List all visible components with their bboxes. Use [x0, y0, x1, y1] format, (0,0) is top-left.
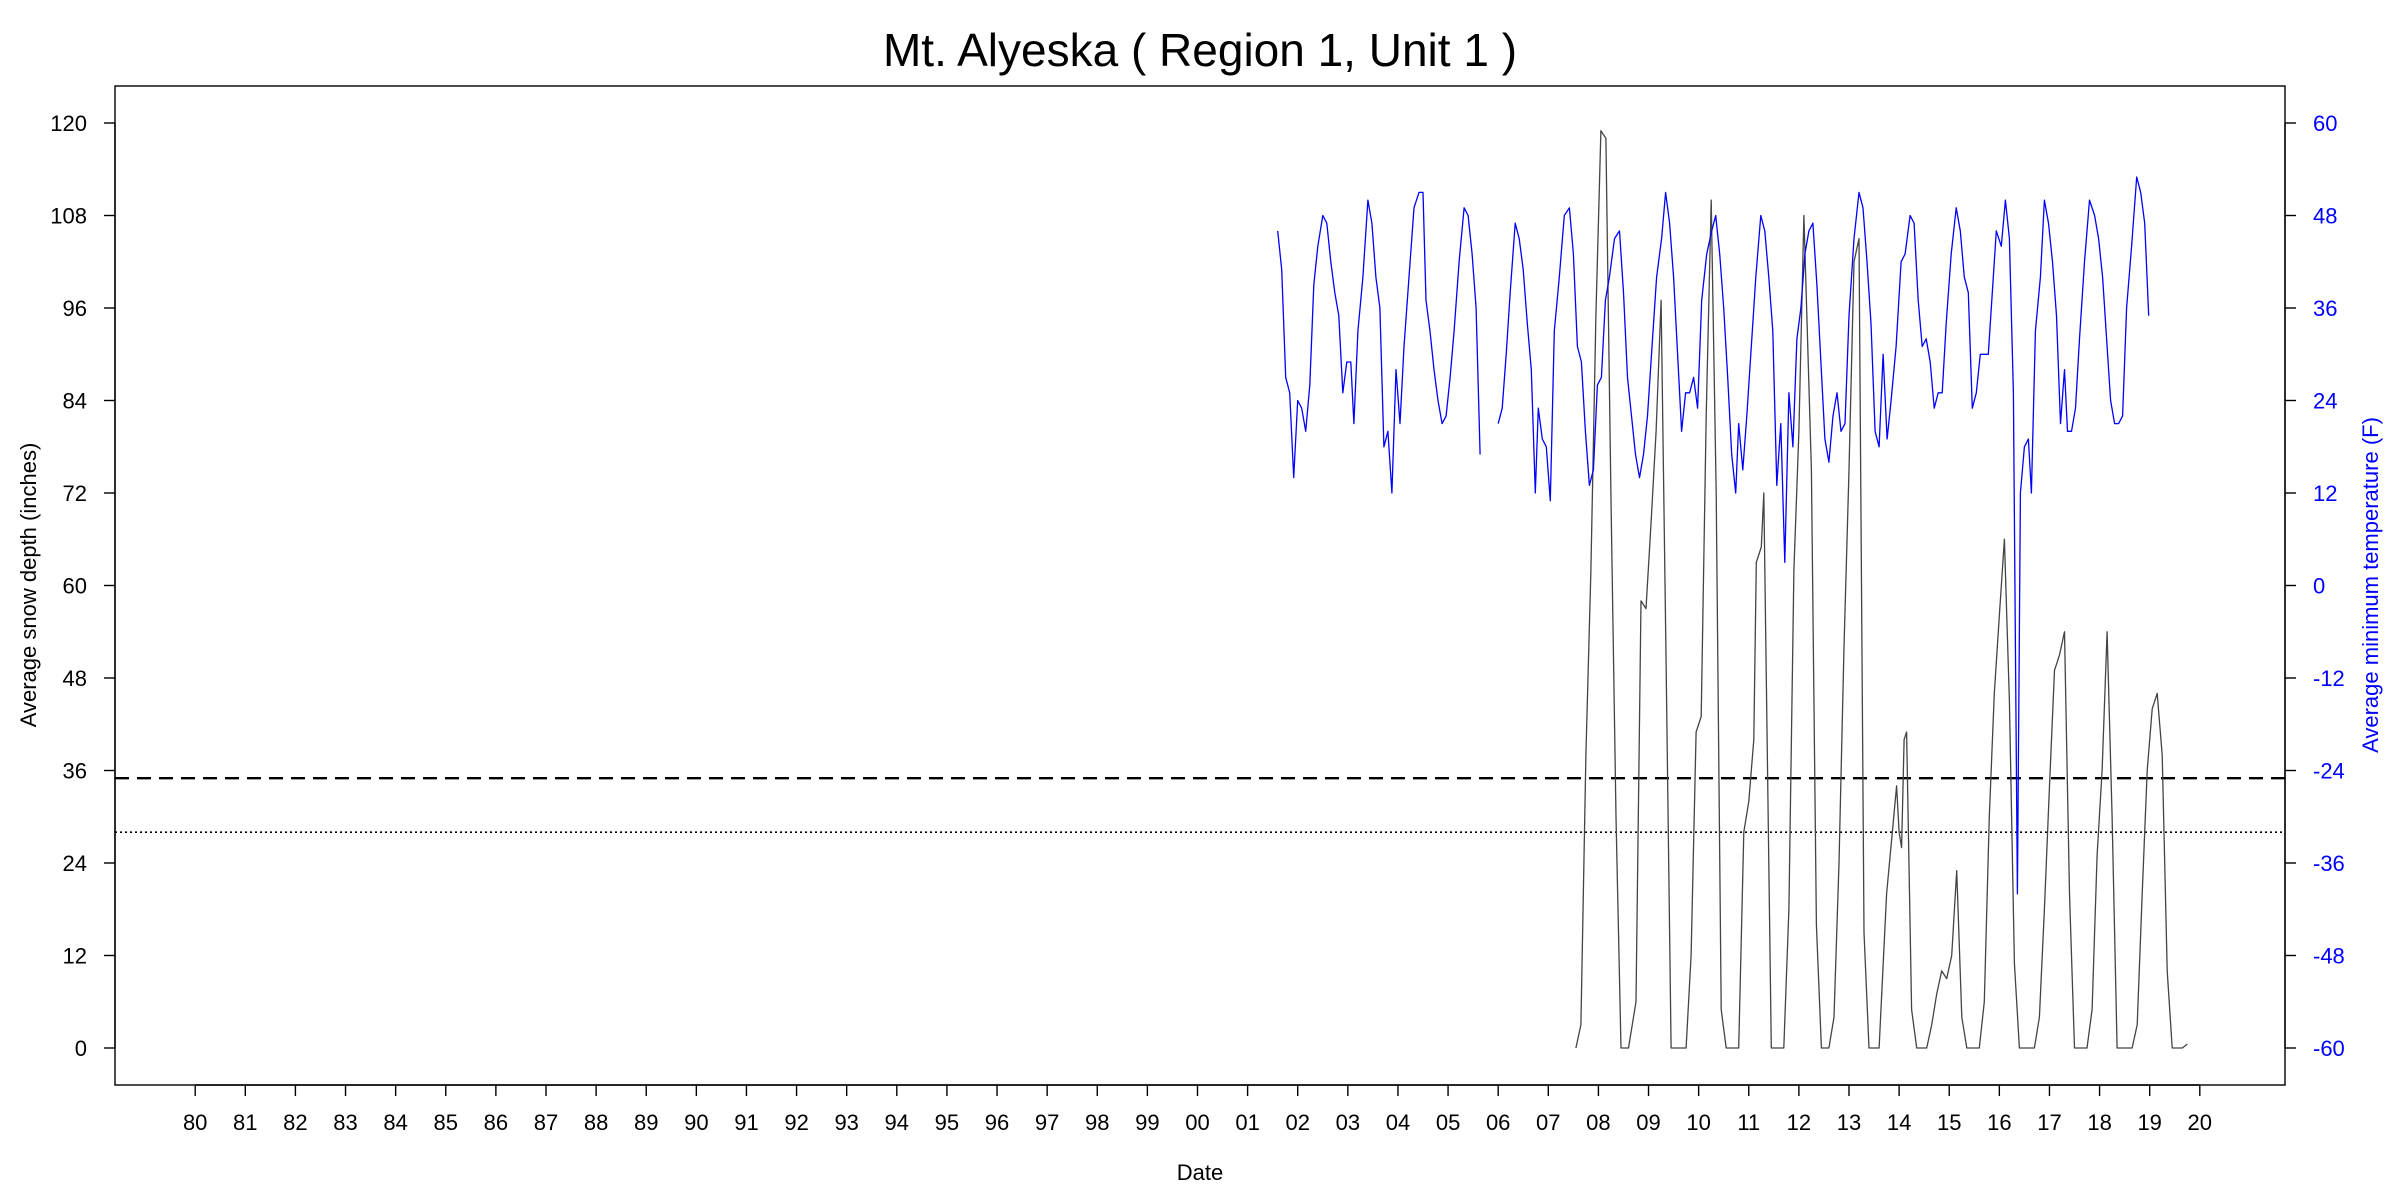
x-tick-label: 85 [434, 1110, 458, 1135]
y-right-tick-label: 12 [2313, 481, 2337, 506]
y-right-tick-label: 0 [2313, 574, 2325, 599]
y-right-tick-label: -60 [2313, 1036, 2345, 1061]
x-tick-label: 11 [1737, 1110, 1760, 1135]
y-right-tick-label: -24 [2313, 759, 2345, 784]
y-left-tick-label: 84 [63, 389, 87, 414]
x-tick-label: 83 [333, 1110, 357, 1135]
x-tick-label: 17 [2037, 1110, 2061, 1135]
x-tick-label: 94 [885, 1110, 909, 1135]
x-tick-label: 82 [283, 1110, 307, 1135]
x-tick-label: 12 [1787, 1110, 1811, 1135]
y-left-tick-label: 12 [63, 944, 87, 969]
y-left-tick-label: 60 [63, 574, 87, 599]
temperature-line [1277, 191, 1481, 494]
x-tick-label: 01 [1235, 1110, 1259, 1135]
x-axis: 80 81 82 83 84 85 86 87 88 89 90 91 92 93 94 95 96 97 98 99… [183, 1084, 2212, 1135]
y-left-tick-label: 48 [63, 666, 87, 691]
y-left-tick-label: 0 [75, 1036, 87, 1061]
x-tick-label: 86 [484, 1110, 508, 1135]
y-right-tick-label: -12 [2313, 666, 2345, 691]
chart-title: Mt. Alyeska ( Region 1, Unit 1 ) [883, 24, 1517, 76]
x-tick-label: 16 [1987, 1110, 2011, 1135]
y-left-tick-label: 96 [63, 296, 87, 321]
x-tick-label: 19 [2137, 1110, 2161, 1135]
x-tick-label: 80 [183, 1110, 207, 1135]
x-tick-label: 15 [1937, 1110, 1961, 1135]
x-tick-label: 87 [534, 1110, 558, 1135]
x-axis-title: Date [1177, 1160, 1223, 1185]
x-tick-label: 81 [233, 1110, 257, 1135]
y-left-tick-label: 36 [63, 759, 87, 784]
y-axis-right: -60 -48 -36 -24 -12 0 12 24 36 48 60 [2284, 111, 2345, 1061]
x-tick-label: 95 [935, 1110, 959, 1135]
temperature-line [1497, 176, 2150, 895]
x-tick-label: 92 [784, 1110, 808, 1135]
temperature-series [1277, 176, 2150, 895]
snow-depth-line [1575, 130, 2188, 1049]
x-tick-label: 06 [1486, 1110, 1510, 1135]
x-tick-label: 05 [1436, 1110, 1460, 1135]
x-tick-label: 88 [584, 1110, 608, 1135]
x-tick-label: 18 [2087, 1110, 2111, 1135]
snow-depth-series [1575, 130, 2188, 1049]
y-right-tick-label: -48 [2313, 944, 2345, 969]
x-tick-label: 98 [1085, 1110, 1109, 1135]
y-right-tick-label: 60 [2313, 111, 2337, 136]
x-tick-label: 96 [985, 1110, 1009, 1135]
y-left-tick-label: 120 [50, 111, 87, 136]
y-left-tick-label: 72 [63, 481, 87, 506]
x-tick-label: 03 [1336, 1110, 1360, 1135]
y-right-tick-label: 24 [2313, 389, 2337, 414]
x-tick-label: 89 [634, 1110, 658, 1135]
y-right-tick-label: 48 [2313, 204, 2337, 229]
x-tick-label: 93 [834, 1110, 858, 1135]
x-tick-label: 07 [1536, 1110, 1560, 1135]
x-tick-label: 14 [1887, 1110, 1911, 1135]
x-tick-label: 02 [1285, 1110, 1309, 1135]
x-tick-label: 13 [1837, 1110, 1861, 1135]
x-tick-label: 08 [1586, 1110, 1610, 1135]
y-left-tick-label: 24 [63, 851, 87, 876]
y-axis-left-title: Average snow depth (inches) [16, 443, 41, 728]
x-tick-label: 90 [684, 1110, 708, 1135]
y-right-tick-label: 36 [2313, 296, 2337, 321]
x-tick-label: 00 [1185, 1110, 1209, 1135]
y-axis-left: 0 12 24 36 48 60 72 84 96 108 120 [50, 111, 116, 1061]
x-tick-label: 84 [383, 1110, 407, 1135]
y-left-tick-label: 108 [50, 204, 87, 229]
x-tick-label: 10 [1686, 1110, 1710, 1135]
x-tick-label: 97 [1035, 1110, 1059, 1135]
y-right-tick-label: -36 [2313, 851, 2345, 876]
y-axis-right-title: Average minimum temperature (F) [2358, 417, 2383, 753]
x-tick-label: 09 [1636, 1110, 1660, 1135]
reference-lines [115, 777, 2285, 833]
x-tick-label: 91 [734, 1110, 758, 1135]
x-tick-label: 20 [2188, 1110, 2212, 1135]
x-tick-label: 99 [1135, 1110, 1159, 1135]
x-tick-label: 04 [1386, 1110, 1410, 1135]
